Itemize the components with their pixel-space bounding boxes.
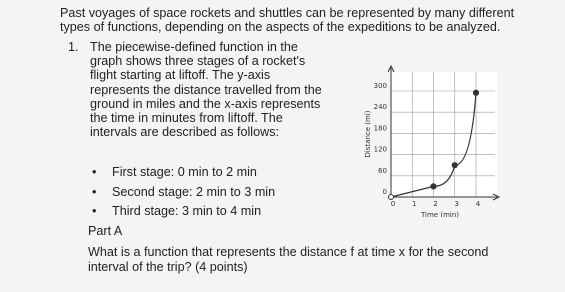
- point: [451, 162, 458, 169]
- item-line: the time in minutes from liftoff. The: [90, 111, 283, 125]
- bullet-text: Third stage: 3 min to 4 min: [112, 204, 262, 218]
- y-tick-label: 300: [374, 82, 387, 90]
- item-line: graph shows three stages of a rocket's: [90, 54, 306, 69]
- x-tick-label: 3: [455, 200, 459, 208]
- question-line: interval of the trip? (4 points): [88, 259, 248, 274]
- x-tick-label: 0: [391, 200, 395, 208]
- point: [388, 194, 394, 200]
- x-tick-label: 2: [433, 200, 437, 208]
- item-line: intervals are described as follows:: [90, 125, 279, 140]
- arrow: [492, 193, 501, 201]
- arrow: [387, 64, 395, 73]
- item-line: represents the distance travelled from t…: [90, 82, 322, 97]
- bullet-text: Second stage: 2 min to 3 min: [112, 184, 276, 199]
- x-tick-label: 4: [476, 200, 481, 208]
- question-line: What is a function that represents the d…: [88, 245, 489, 259]
- y-tick-label: 240: [374, 103, 387, 111]
- y-tick-label: 120: [374, 146, 387, 154]
- item-line: ground in miles and the x-axis represent…: [90, 96, 321, 111]
- y-tick-label: 0: [383, 188, 387, 196]
- intro-line: types of functions, depending on the asp…: [60, 20, 501, 34]
- item-line: flight starting at liftoff. The y-axis: [90, 68, 271, 83]
- bullet: •: [92, 165, 97, 179]
- bullet: •: [92, 184, 97, 199]
- x-tick-label: 1: [412, 200, 416, 208]
- item-line: The piecewise-defined function in the: [90, 40, 298, 54]
- item-number: 1.: [68, 40, 79, 54]
- point: [472, 89, 480, 96]
- point: [430, 183, 437, 190]
- y-tick-label: 60: [378, 167, 387, 175]
- y-tick-label: 180: [374, 124, 387, 132]
- bullet: •: [92, 204, 97, 218]
- intro-line: Past voyages of space rockets and shuttl…: [60, 6, 515, 20]
- bullet-text: First stage: 0 min to 2 min: [112, 165, 257, 179]
- x-axis-label: Time (min): [420, 211, 459, 219]
- graph-bg: [391, 72, 497, 197]
- y-axis-label: Distance (mi): [364, 110, 372, 157]
- part-heading: Part A: [88, 224, 123, 238]
